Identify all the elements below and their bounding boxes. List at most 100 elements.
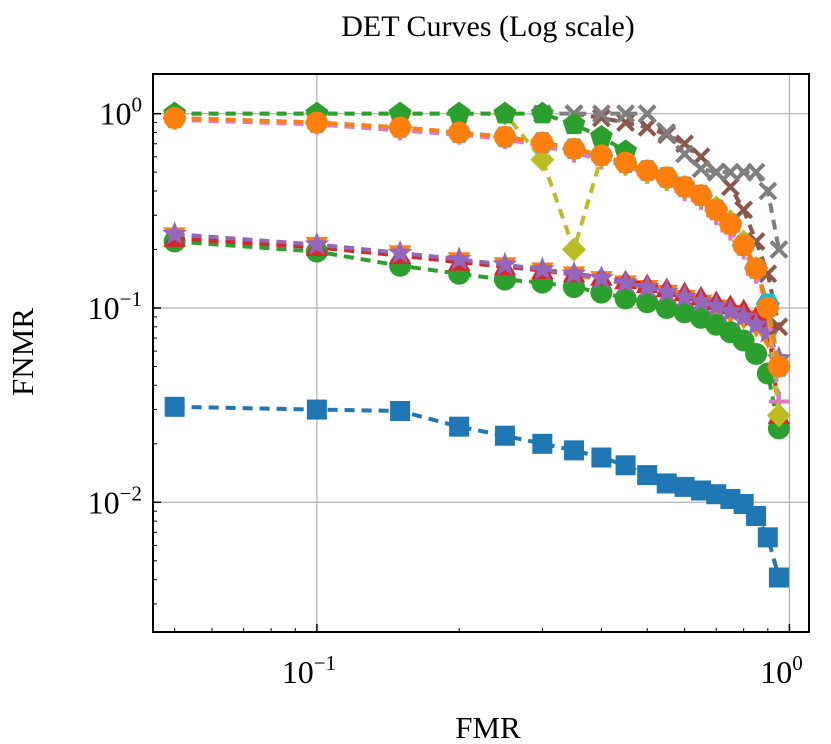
data-point xyxy=(614,151,637,174)
data-point xyxy=(447,101,471,124)
data-point xyxy=(673,175,696,198)
data-point xyxy=(389,116,412,139)
data-point xyxy=(636,159,659,182)
data-point xyxy=(493,101,517,124)
series-line xyxy=(174,117,781,402)
series-5 xyxy=(162,221,792,369)
data-point xyxy=(675,144,695,164)
data-point xyxy=(613,269,638,294)
data-point xyxy=(634,274,660,298)
data-point xyxy=(637,104,657,124)
data-point xyxy=(492,251,518,276)
data-point xyxy=(562,137,585,160)
data-point xyxy=(757,527,778,548)
data-point xyxy=(657,123,677,142)
y-tick-label: 10−2 xyxy=(88,481,142,520)
data-point xyxy=(769,240,789,259)
data-point xyxy=(390,400,411,421)
data-point xyxy=(531,131,554,154)
series-3 xyxy=(163,230,790,440)
data-point xyxy=(720,177,740,197)
data-point xyxy=(731,303,757,328)
series-8 xyxy=(532,104,789,259)
data-point xyxy=(305,111,328,134)
x-axis-label: FMR xyxy=(455,710,521,744)
data-point xyxy=(691,480,712,501)
data-point xyxy=(590,144,613,167)
data-point xyxy=(755,319,781,343)
data-point xyxy=(655,296,678,319)
data-point xyxy=(672,283,697,308)
plot-frame xyxy=(152,73,810,633)
data-point xyxy=(674,476,695,497)
data-point xyxy=(690,184,713,207)
y-axis-label: FNMR xyxy=(5,308,40,396)
data-point xyxy=(563,440,584,461)
data-point xyxy=(718,298,743,322)
data-point xyxy=(616,104,635,124)
data-point xyxy=(746,506,767,526)
data-point xyxy=(743,311,769,336)
data-point xyxy=(589,124,613,147)
ticks: 10−1 100 10−2 10−1 100 xyxy=(88,93,803,690)
series-layer xyxy=(162,101,792,588)
data-point xyxy=(530,147,555,172)
series-12 xyxy=(163,106,790,378)
data-point xyxy=(745,342,768,365)
data-point xyxy=(614,287,637,310)
data-point xyxy=(494,425,515,446)
chart-title: DET Curves (Log scale) xyxy=(341,10,635,43)
series-line xyxy=(174,239,781,429)
data-point xyxy=(615,455,636,476)
series-7 xyxy=(164,109,789,412)
grid xyxy=(153,74,809,632)
data-point xyxy=(746,162,766,182)
data-point xyxy=(562,112,586,135)
data-point xyxy=(530,101,554,124)
data-point xyxy=(561,260,587,285)
data-point xyxy=(387,239,413,264)
data-point xyxy=(766,403,791,428)
data-point xyxy=(706,162,726,182)
data-point xyxy=(734,200,754,220)
data-point xyxy=(561,237,586,262)
data-point xyxy=(703,293,729,317)
data-point xyxy=(163,106,186,129)
data-point xyxy=(529,256,555,280)
y-tick-label: 10−1 xyxy=(88,287,142,326)
data-point xyxy=(705,198,728,221)
data-point xyxy=(304,231,330,256)
data-point xyxy=(768,567,789,588)
data-point xyxy=(162,221,187,245)
x-tick-label: 100 xyxy=(760,651,803,690)
series-10 xyxy=(162,107,791,377)
x-tick-label: 10−1 xyxy=(282,651,336,690)
data-point xyxy=(591,447,612,468)
data-point xyxy=(732,234,755,257)
data-point xyxy=(591,104,611,124)
data-point xyxy=(656,473,677,494)
data-point xyxy=(306,399,327,420)
data-point xyxy=(446,246,472,270)
data-point xyxy=(449,416,470,437)
data-point xyxy=(637,465,658,486)
series-1 xyxy=(164,396,789,588)
data-point xyxy=(637,117,657,137)
data-point xyxy=(769,317,789,337)
data-point xyxy=(589,265,614,289)
data-point xyxy=(493,125,516,148)
data-point xyxy=(388,101,412,124)
data-point xyxy=(688,288,714,312)
data-point xyxy=(691,159,711,179)
data-point xyxy=(532,433,553,454)
data-point xyxy=(745,257,768,280)
data-point xyxy=(767,355,790,378)
data-point xyxy=(448,121,471,144)
data-point xyxy=(758,181,778,201)
series-line xyxy=(174,236,781,416)
y-tick-label: 100 xyxy=(100,93,143,132)
data-point xyxy=(719,213,742,236)
data-point xyxy=(654,278,680,303)
data-point xyxy=(636,291,659,314)
